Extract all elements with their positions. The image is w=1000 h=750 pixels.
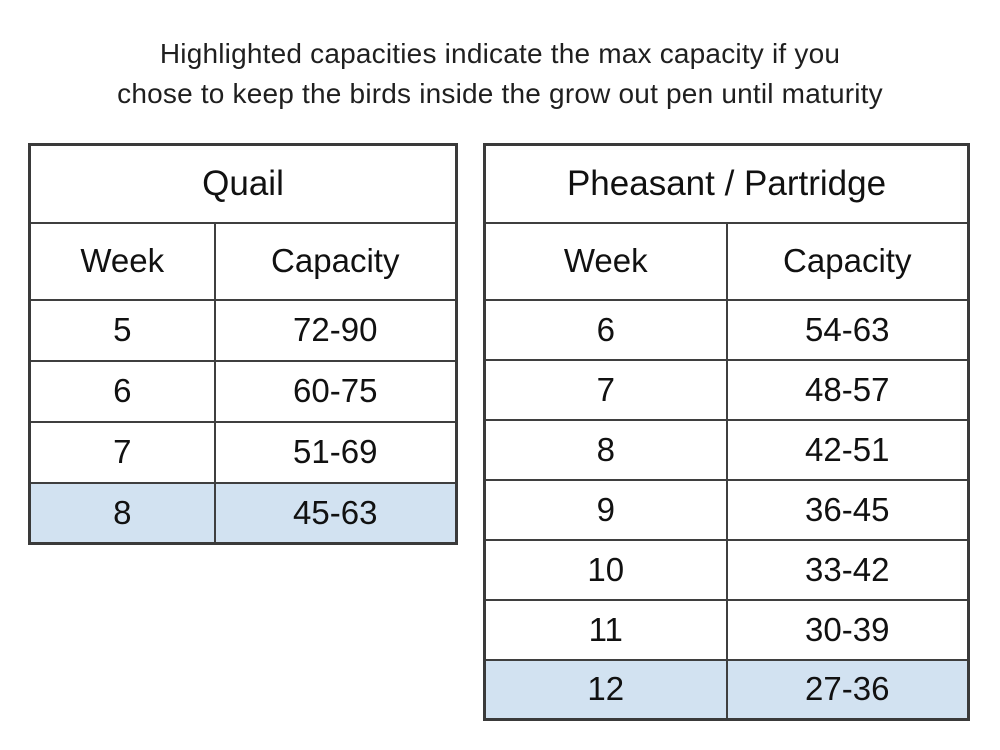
page-title-line-1: Highlighted capacities indicate the max …: [159, 38, 841, 69]
capacity-cell: 54-63: [725, 298, 970, 361]
table-row: 8 45-63: [28, 481, 458, 545]
week-cell: 7: [28, 420, 216, 484]
table-row: 7 51-69: [28, 420, 458, 484]
table-row: 5 72-90: [28, 298, 458, 362]
table-row: 6 60-75: [28, 359, 458, 423]
table-header-row: Week Capacity: [28, 221, 458, 301]
table-row: 10 33-42: [483, 538, 970, 601]
pheasant-partridge-table: Pheasant / Partridge Week Capacity 6 54-63 7 4…: [483, 143, 970, 721]
column-header-capacity: Capacity: [725, 221, 970, 301]
week-cell: 7: [483, 358, 728, 421]
week-cell: 11: [483, 598, 728, 661]
page-title: Highlighted capacities indicate the max …: [0, 34, 1000, 114]
capacity-cell: 36-45: [725, 478, 970, 541]
page-title-line-2: chose to keep the birds inside the grow …: [117, 78, 883, 109]
table-row: 8 42-51: [483, 418, 970, 481]
capacity-cell: 45-63: [213, 481, 458, 545]
table-row: 9 36-45: [483, 478, 970, 541]
capacity-cell: 48-57: [725, 358, 970, 421]
table-row: 7 48-57: [483, 358, 970, 421]
column-header-week: Week: [28, 221, 216, 301]
capacity-cell: 27-36: [725, 658, 970, 721]
table-row: 11 30-39: [483, 598, 970, 661]
week-cell: 10: [483, 538, 728, 601]
table-title-row: Pheasant / Partridge: [483, 143, 970, 224]
capacity-cell: 30-39: [725, 598, 970, 661]
week-cell: 6: [483, 298, 728, 361]
table-row: 6 54-63: [483, 298, 970, 361]
column-header-capacity: Capacity: [213, 221, 458, 301]
week-cell: 8: [28, 481, 216, 545]
capacity-cell: 42-51: [725, 418, 970, 481]
capacity-cell: 33-42: [725, 538, 970, 601]
table-title: Quail: [28, 143, 458, 224]
capacity-cell: 72-90: [213, 298, 458, 362]
week-cell: 5: [28, 298, 216, 362]
capacity-cell: 51-69: [213, 420, 458, 484]
table-header-row: Week Capacity: [483, 221, 970, 301]
table-row: 12 27-36: [483, 658, 970, 721]
week-cell: 12: [483, 658, 728, 721]
table-title-row: Quail: [28, 143, 458, 224]
capacity-cell: 60-75: [213, 359, 458, 423]
week-cell: 9: [483, 478, 728, 541]
week-cell: 6: [28, 359, 216, 423]
quail-table: Quail Week Capacity 5 72-90 6 60-75 7 51-69 8 45-6…: [28, 143, 458, 545]
table-title: Pheasant / Partridge: [483, 143, 970, 224]
column-header-week: Week: [483, 221, 728, 301]
week-cell: 8: [483, 418, 728, 481]
